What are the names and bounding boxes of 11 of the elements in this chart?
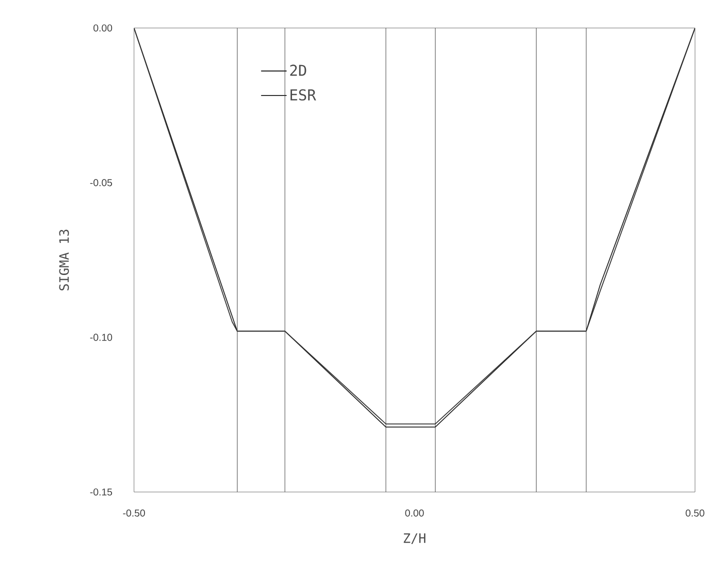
x-tick-label: 0.00 bbox=[405, 510, 424, 517]
y-tick-label: -0.05 bbox=[90, 179, 112, 186]
legend-label: ESR bbox=[290, 89, 316, 101]
x-tick-label: 0.50 bbox=[686, 510, 704, 517]
y-axis-title: SIGMA 13 bbox=[59, 230, 69, 290]
y-tick-label: -0.10 bbox=[90, 334, 112, 341]
y-tick-label: -0.15 bbox=[90, 488, 112, 496]
legend-label: 2D bbox=[290, 64, 306, 76]
y-tick-label: 0.00 bbox=[93, 24, 112, 32]
x-tick-label: -0.50 bbox=[123, 510, 145, 517]
x-axis-title: Z/H bbox=[404, 533, 426, 544]
